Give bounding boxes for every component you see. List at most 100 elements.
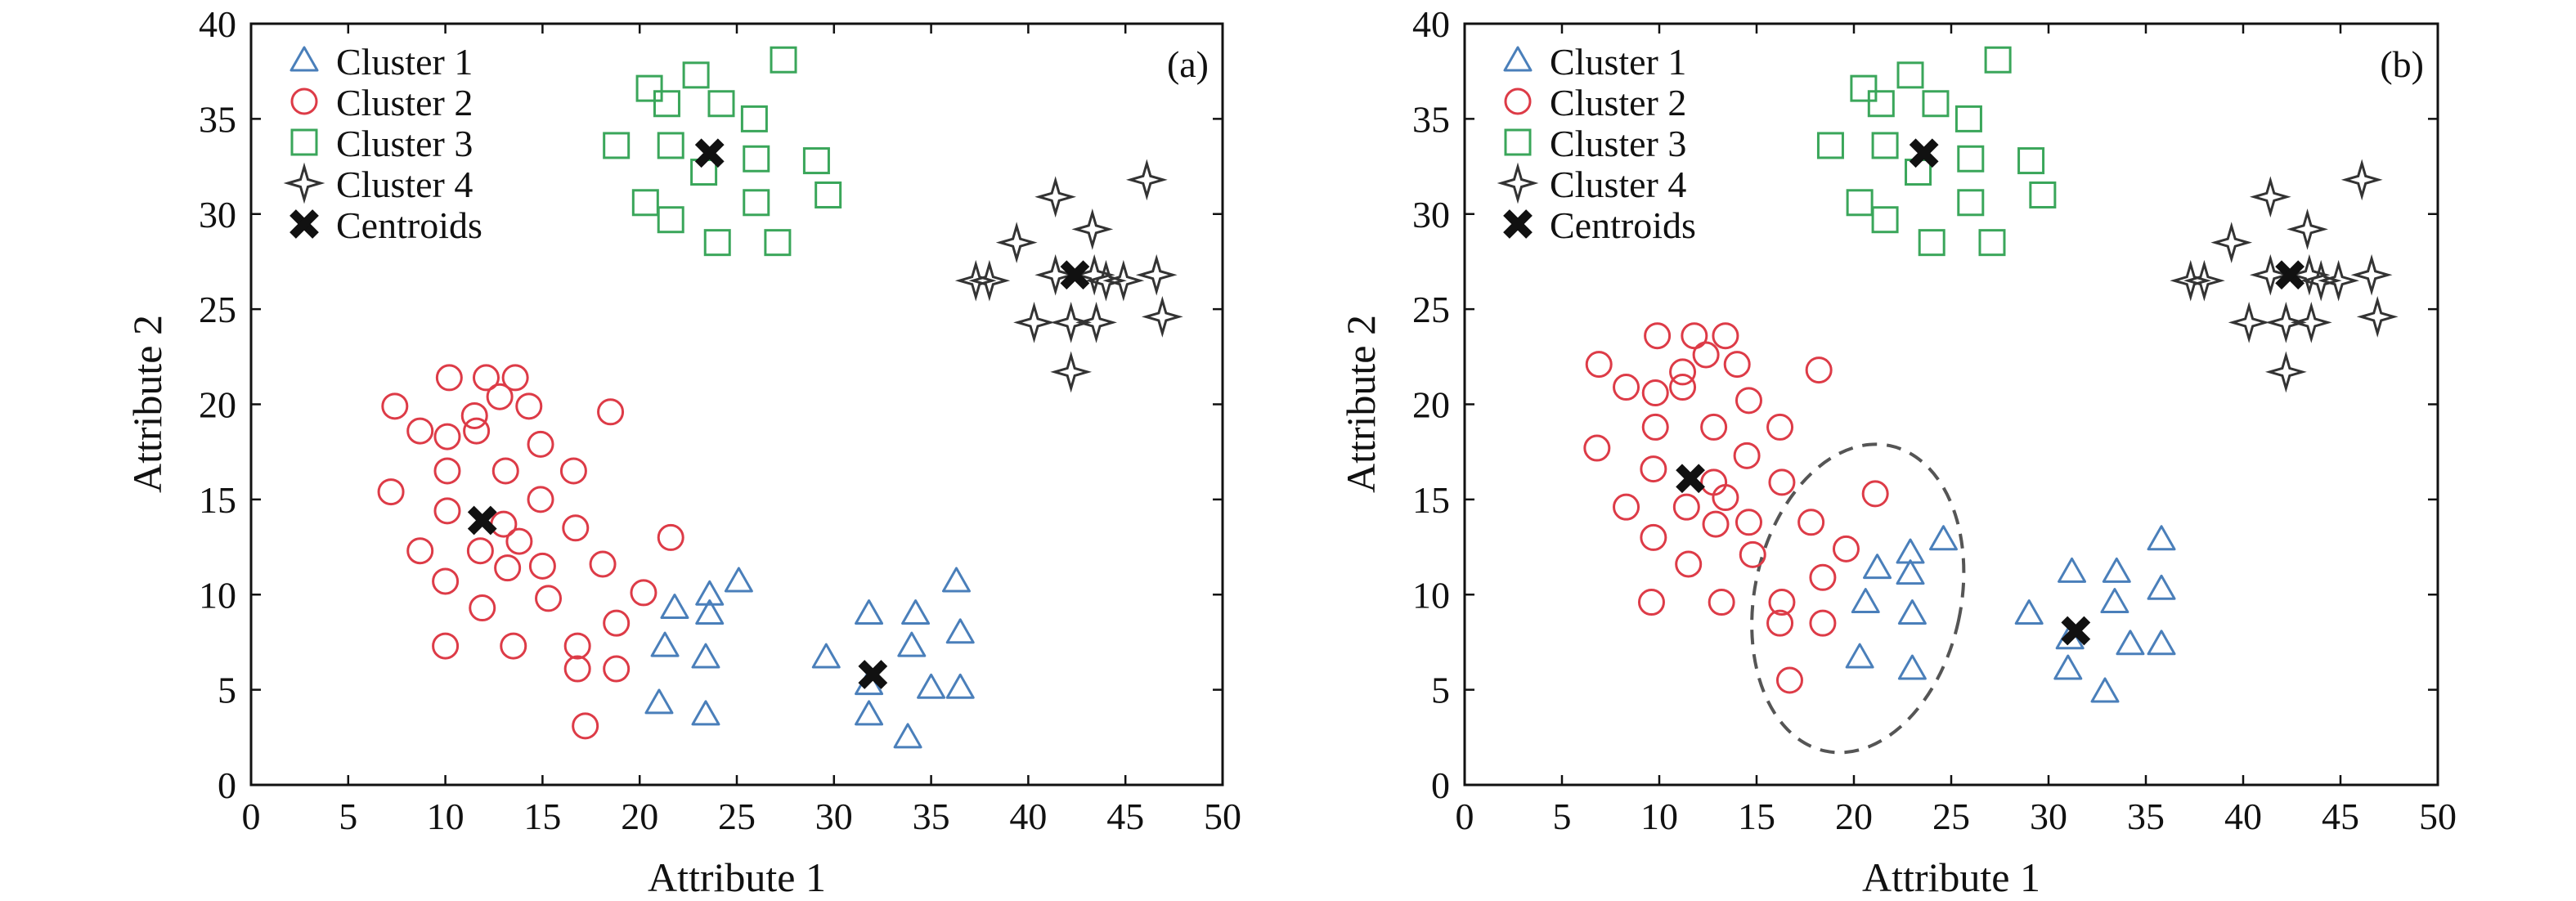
cluster-1-point <box>855 700 884 726</box>
y-tick-label: 0 <box>218 764 236 806</box>
cluster-2-point <box>432 567 460 595</box>
centroid-marker <box>467 505 497 536</box>
cluster-3-point <box>815 181 842 208</box>
y-tick-label: 25 <box>199 289 236 330</box>
cluster-2-point <box>535 585 563 612</box>
cluster-3-point <box>770 46 797 74</box>
cluster-3-point <box>1984 46 2012 74</box>
cluster-1-point <box>2058 557 2087 583</box>
legend-cluster-4-symbol <box>1497 162 1539 204</box>
cluster-4-point <box>995 222 1038 264</box>
y-tick-label: 10 <box>199 574 236 616</box>
cluster-3-point <box>682 61 710 89</box>
cluster-3-point <box>1846 189 1874 217</box>
cluster-2-point <box>490 510 518 538</box>
cluster-4-point <box>2228 302 2270 343</box>
cluster-4-point <box>1075 302 1117 343</box>
x-ticks-a: 0 5 10 15 20 25 30 35 40 45 50 <box>242 24 1241 837</box>
y-ticks-b: 0 5 10 15 20 25 30 35 40 <box>1412 3 2438 806</box>
cluster-3-point <box>2029 181 2057 208</box>
legend-label-cluster-2-a: Cluster 2 <box>336 82 473 123</box>
cluster-4-point <box>1073 253 1115 296</box>
cluster-1-point <box>2090 677 2120 703</box>
y-tick-label: 10 <box>1412 574 1450 616</box>
centroid-marker <box>2275 260 2305 290</box>
legend-label-cluster-2-b: Cluster 2 <box>1550 82 1686 123</box>
y-tick-label: 15 <box>199 479 236 521</box>
cluster-2-point <box>1861 480 1889 508</box>
cluster-2-point <box>1775 666 1803 694</box>
cluster-3-point <box>631 189 659 217</box>
cluster-2-point <box>1644 322 1672 350</box>
y-axis-title-a: Attribute 2 <box>124 315 170 493</box>
cluster-3-point <box>1957 145 1985 173</box>
cluster-2-point <box>1805 356 1833 384</box>
cluster-2-point <box>1640 455 1667 483</box>
x-tick-label: 35 <box>2127 796 2165 837</box>
cluster-2-point <box>1735 509 1762 536</box>
legend-cluster-2-symbol <box>1504 87 1532 115</box>
legend-item-cluster-4-b: Cluster 4 <box>1497 162 1686 205</box>
cluster-4-point <box>2350 253 2393 296</box>
cluster-2-point <box>472 364 500 392</box>
cluster-1-point <box>2014 599 2044 625</box>
cluster-1-point <box>650 631 680 657</box>
x-tick-label: 40 <box>2224 796 2262 837</box>
cluster-2-point <box>1708 589 1735 616</box>
cluster-2-point <box>433 497 461 525</box>
cluster-4-point <box>2183 259 2225 302</box>
dashed-ellipse-annotation <box>1750 442 1966 755</box>
legend-marker-cluster-3-b <box>1504 128 1532 156</box>
cluster-4-point <box>1135 253 1178 296</box>
x-tick-label: 45 <box>1106 796 1144 837</box>
x-tick-label: 15 <box>523 796 561 837</box>
cluster-3-point <box>653 90 680 118</box>
cluster-1-point <box>1897 654 1927 680</box>
y-tick-label: 25 <box>1412 289 1450 330</box>
cluster-2-point <box>1641 379 1669 407</box>
cluster-4-point <box>2356 296 2399 338</box>
cluster-2-point <box>1702 510 1730 538</box>
cluster-1-point <box>724 567 753 593</box>
cluster-3-point <box>1954 105 1982 132</box>
legend-item-centroids-a: Centroids <box>289 204 482 246</box>
cluster-1-point <box>2147 525 2176 551</box>
cluster-2-point <box>406 417 434 445</box>
cluster-4-point <box>2340 159 2383 201</box>
cluster-4-point <box>2264 351 2307 393</box>
cluster-2-point <box>466 537 494 565</box>
cluster-2-point <box>1712 322 1739 350</box>
cluster-2-point <box>406 537 434 565</box>
cluster-2-point <box>1809 563 1837 591</box>
cluster-3-point <box>1816 132 1844 159</box>
cluster-3-point <box>1918 229 1945 257</box>
cluster-2-point <box>603 655 631 683</box>
y-tick-label: 20 <box>199 384 236 426</box>
cluster-2-point <box>559 457 587 485</box>
cluster-4-point <box>2288 253 2331 296</box>
cluster-2-point <box>1672 493 1700 521</box>
legend-cluster-1-symbol <box>289 46 319 72</box>
cluster-3-point <box>1867 90 1895 118</box>
x-axis-title-b: Attribute 1 <box>1862 854 2040 900</box>
cluster-1-point <box>901 599 931 625</box>
cluster-3-point <box>1871 206 1899 234</box>
cluster-1-point <box>855 599 884 625</box>
cluster-2-point <box>1768 468 1796 496</box>
cluster-2-point <box>433 423 461 450</box>
x-tick-label: 10 <box>1640 796 1678 837</box>
cluster-3-point <box>743 145 770 173</box>
cluster-3-point <box>603 132 631 159</box>
cluster-2-point <box>1797 509 1825 536</box>
legend-label-centroids-a: Centroids <box>336 204 482 246</box>
cluster-1-point <box>695 580 725 606</box>
cluster-4-point <box>2318 259 2360 302</box>
cluster-3-point <box>1871 132 1899 159</box>
x-tick-label: 5 <box>1553 796 1572 837</box>
panel-label-b: (b) <box>2380 43 2424 85</box>
cluster-2-point <box>491 457 519 485</box>
legend-marker-cluster-3-a <box>290 128 318 156</box>
cluster-2-point <box>1675 550 1703 578</box>
cluster-2-point <box>1613 493 1640 521</box>
cluster-2-point <box>1733 442 1761 469</box>
